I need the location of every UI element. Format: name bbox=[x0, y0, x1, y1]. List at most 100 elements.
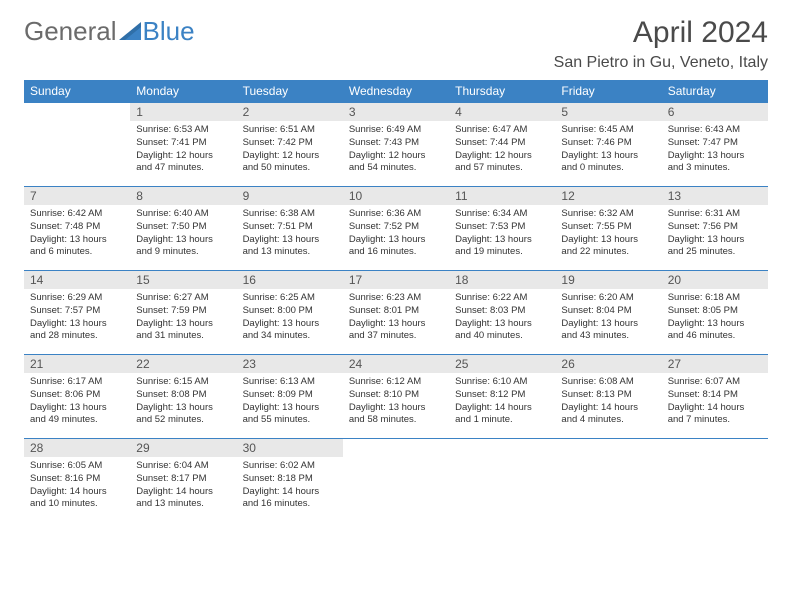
day-details: Sunrise: 6:53 AMSunset: 7:41 PMDaylight:… bbox=[130, 121, 236, 178]
day-number: 14 bbox=[24, 271, 130, 289]
calendar-day: 7Sunrise: 6:42 AMSunset: 7:48 PMDaylight… bbox=[24, 187, 130, 271]
day-details: Sunrise: 6:38 AMSunset: 7:51 PMDaylight:… bbox=[237, 205, 343, 262]
calendar-day: 12Sunrise: 6:32 AMSunset: 7:55 PMDayligh… bbox=[555, 187, 661, 271]
calendar-day: 29Sunrise: 6:04 AMSunset: 8:17 PMDayligh… bbox=[130, 439, 236, 523]
calendar-table: SundayMondayTuesdayWednesdayThursdayFrid… bbox=[24, 80, 768, 523]
calendar-day: 11Sunrise: 6:34 AMSunset: 7:53 PMDayligh… bbox=[449, 187, 555, 271]
day-details: Sunrise: 6:20 AMSunset: 8:04 PMDaylight:… bbox=[555, 289, 661, 346]
calendar-header-row: SundayMondayTuesdayWednesdayThursdayFrid… bbox=[24, 80, 768, 103]
day-details: Sunrise: 6:27 AMSunset: 7:59 PMDaylight:… bbox=[130, 289, 236, 346]
calendar-day: 10Sunrise: 6:36 AMSunset: 7:52 PMDayligh… bbox=[343, 187, 449, 271]
day-number: 11 bbox=[449, 187, 555, 205]
header: General Blue April 2024 San Pietro in Gu… bbox=[24, 16, 768, 72]
day-number: 9 bbox=[237, 187, 343, 205]
day-details: Sunrise: 6:02 AMSunset: 8:18 PMDaylight:… bbox=[237, 457, 343, 514]
day-number: 16 bbox=[237, 271, 343, 289]
day-details: Sunrise: 6:25 AMSunset: 8:00 PMDaylight:… bbox=[237, 289, 343, 346]
day-details: Sunrise: 6:13 AMSunset: 8:09 PMDaylight:… bbox=[237, 373, 343, 430]
calendar-day: 6Sunrise: 6:43 AMSunset: 7:47 PMDaylight… bbox=[662, 103, 768, 187]
day-number: 18 bbox=[449, 271, 555, 289]
calendar-body: ..1Sunrise: 6:53 AMSunset: 7:41 PMDaylig… bbox=[24, 103, 768, 523]
day-details: Sunrise: 6:07 AMSunset: 8:14 PMDaylight:… bbox=[662, 373, 768, 430]
day-details: Sunrise: 6:45 AMSunset: 7:46 PMDaylight:… bbox=[555, 121, 661, 178]
calendar-day: .. bbox=[343, 439, 449, 523]
calendar-week: 21Sunrise: 6:17 AMSunset: 8:06 PMDayligh… bbox=[24, 355, 768, 439]
day-details: Sunrise: 6:42 AMSunset: 7:48 PMDaylight:… bbox=[24, 205, 130, 262]
day-details: Sunrise: 6:15 AMSunset: 8:08 PMDaylight:… bbox=[130, 373, 236, 430]
day-details: Sunrise: 6:04 AMSunset: 8:17 PMDaylight:… bbox=[130, 457, 236, 514]
day-number: 26 bbox=[555, 355, 661, 373]
calendar-day: .. bbox=[555, 439, 661, 523]
calendar-day: .. bbox=[24, 103, 130, 187]
day-number: 2 bbox=[237, 103, 343, 121]
day-details: Sunrise: 6:43 AMSunset: 7:47 PMDaylight:… bbox=[662, 121, 768, 178]
day-details: Sunrise: 6:22 AMSunset: 8:03 PMDaylight:… bbox=[449, 289, 555, 346]
weekday-header: Saturday bbox=[662, 80, 768, 103]
day-details: Sunrise: 6:49 AMSunset: 7:43 PMDaylight:… bbox=[343, 121, 449, 178]
weekday-header: Thursday bbox=[449, 80, 555, 103]
day-number: 7 bbox=[24, 187, 130, 205]
day-number: 4 bbox=[449, 103, 555, 121]
day-number: 19 bbox=[555, 271, 661, 289]
calendar-day: 15Sunrise: 6:27 AMSunset: 7:59 PMDayligh… bbox=[130, 271, 236, 355]
title-block: April 2024 San Pietro in Gu, Veneto, Ita… bbox=[554, 16, 768, 72]
calendar-day: 22Sunrise: 6:15 AMSunset: 8:08 PMDayligh… bbox=[130, 355, 236, 439]
day-number: 21 bbox=[24, 355, 130, 373]
calendar-day: 3Sunrise: 6:49 AMSunset: 7:43 PMDaylight… bbox=[343, 103, 449, 187]
day-number: 24 bbox=[343, 355, 449, 373]
day-number: 17 bbox=[343, 271, 449, 289]
day-number: 29 bbox=[130, 439, 236, 457]
weekday-header: Wednesday bbox=[343, 80, 449, 103]
calendar-week: 14Sunrise: 6:29 AMSunset: 7:57 PMDayligh… bbox=[24, 271, 768, 355]
weekday-header: Friday bbox=[555, 80, 661, 103]
day-number: 5 bbox=[555, 103, 661, 121]
calendar-day: 27Sunrise: 6:07 AMSunset: 8:14 PMDayligh… bbox=[662, 355, 768, 439]
calendar-day: 18Sunrise: 6:22 AMSunset: 8:03 PMDayligh… bbox=[449, 271, 555, 355]
day-details: Sunrise: 6:34 AMSunset: 7:53 PMDaylight:… bbox=[449, 205, 555, 262]
day-details: Sunrise: 6:23 AMSunset: 8:01 PMDaylight:… bbox=[343, 289, 449, 346]
day-details: Sunrise: 6:10 AMSunset: 8:12 PMDaylight:… bbox=[449, 373, 555, 430]
day-details: Sunrise: 6:31 AMSunset: 7:56 PMDaylight:… bbox=[662, 205, 768, 262]
day-details: Sunrise: 6:05 AMSunset: 8:16 PMDaylight:… bbox=[24, 457, 130, 514]
calendar-day: 21Sunrise: 6:17 AMSunset: 8:06 PMDayligh… bbox=[24, 355, 130, 439]
day-number: 8 bbox=[130, 187, 236, 205]
day-number: 12 bbox=[555, 187, 661, 205]
calendar-day: 25Sunrise: 6:10 AMSunset: 8:12 PMDayligh… bbox=[449, 355, 555, 439]
calendar-day: 30Sunrise: 6:02 AMSunset: 8:18 PMDayligh… bbox=[237, 439, 343, 523]
logo-text-blue: Blue bbox=[143, 16, 195, 47]
calendar-week: 7Sunrise: 6:42 AMSunset: 7:48 PMDaylight… bbox=[24, 187, 768, 271]
calendar-day: 9Sunrise: 6:38 AMSunset: 7:51 PMDaylight… bbox=[237, 187, 343, 271]
calendar-day: 20Sunrise: 6:18 AMSunset: 8:05 PMDayligh… bbox=[662, 271, 768, 355]
day-number: 30 bbox=[237, 439, 343, 457]
triangle-icon bbox=[119, 16, 141, 47]
day-number: 23 bbox=[237, 355, 343, 373]
day-number: 3 bbox=[343, 103, 449, 121]
day-number: 25 bbox=[449, 355, 555, 373]
day-details: Sunrise: 6:40 AMSunset: 7:50 PMDaylight:… bbox=[130, 205, 236, 262]
day-number: 20 bbox=[662, 271, 768, 289]
weekday-header: Monday bbox=[130, 80, 236, 103]
calendar-day: 8Sunrise: 6:40 AMSunset: 7:50 PMDaylight… bbox=[130, 187, 236, 271]
calendar-day: 1Sunrise: 6:53 AMSunset: 7:41 PMDaylight… bbox=[130, 103, 236, 187]
day-number: 13 bbox=[662, 187, 768, 205]
calendar-day: 23Sunrise: 6:13 AMSunset: 8:09 PMDayligh… bbox=[237, 355, 343, 439]
day-details: Sunrise: 6:17 AMSunset: 8:06 PMDaylight:… bbox=[24, 373, 130, 430]
day-details: Sunrise: 6:29 AMSunset: 7:57 PMDaylight:… bbox=[24, 289, 130, 346]
day-number: 15 bbox=[130, 271, 236, 289]
calendar-day: .. bbox=[449, 439, 555, 523]
day-number: 10 bbox=[343, 187, 449, 205]
logo-text-general: General bbox=[24, 16, 117, 47]
calendar-day: 2Sunrise: 6:51 AMSunset: 7:42 PMDaylight… bbox=[237, 103, 343, 187]
calendar-day: 16Sunrise: 6:25 AMSunset: 8:00 PMDayligh… bbox=[237, 271, 343, 355]
calendar-day: 14Sunrise: 6:29 AMSunset: 7:57 PMDayligh… bbox=[24, 271, 130, 355]
day-details: Sunrise: 6:18 AMSunset: 8:05 PMDaylight:… bbox=[662, 289, 768, 346]
day-details: Sunrise: 6:47 AMSunset: 7:44 PMDaylight:… bbox=[449, 121, 555, 178]
day-number: 27 bbox=[662, 355, 768, 373]
location: San Pietro in Gu, Veneto, Italy bbox=[554, 54, 768, 72]
calendar-day: 13Sunrise: 6:31 AMSunset: 7:56 PMDayligh… bbox=[662, 187, 768, 271]
weekday-header: Tuesday bbox=[237, 80, 343, 103]
month-title: April 2024 bbox=[554, 16, 768, 50]
day-details: Sunrise: 6:08 AMSunset: 8:13 PMDaylight:… bbox=[555, 373, 661, 430]
calendar-day: 17Sunrise: 6:23 AMSunset: 8:01 PMDayligh… bbox=[343, 271, 449, 355]
calendar-day: 28Sunrise: 6:05 AMSunset: 8:16 PMDayligh… bbox=[24, 439, 130, 523]
